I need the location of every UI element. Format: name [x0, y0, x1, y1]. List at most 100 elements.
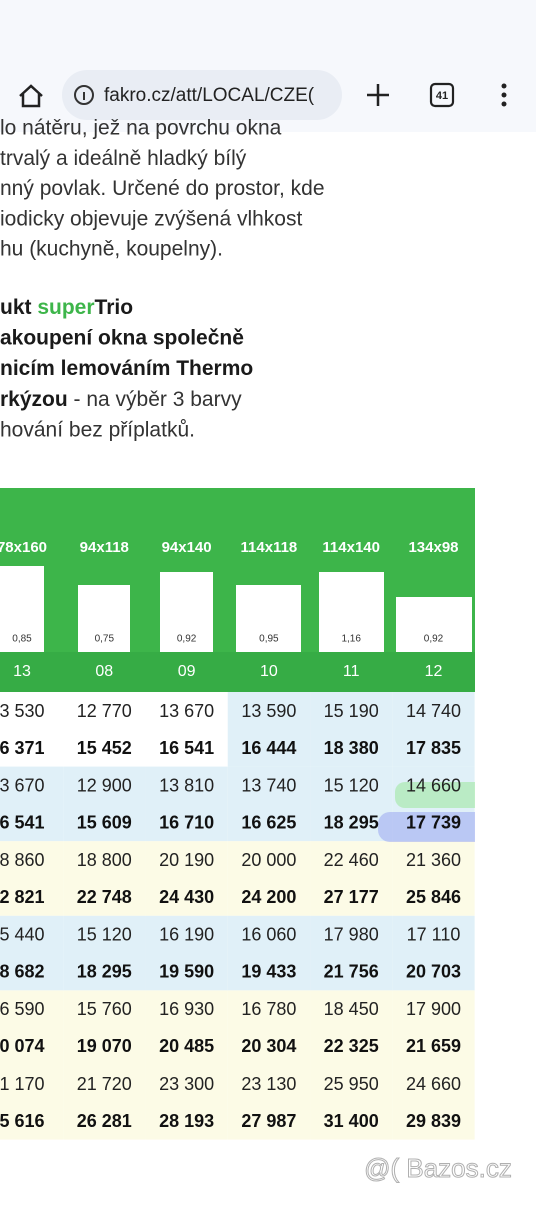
price: 18 450	[324, 999, 379, 1019]
price-vat: 27 987	[241, 1111, 296, 1131]
paragraph-line: iodicky objevuje zvýšená vlhkost	[0, 207, 302, 230]
price-vat: 28 193	[159, 1111, 214, 1131]
menu-button	[501, 101, 507, 107]
size-label: 78x160	[0, 539, 47, 556]
price: 22 460	[324, 850, 379, 870]
price-vat: 29 839	[406, 1111, 461, 1131]
cell-bg	[310, 841, 393, 916]
area-label: 0,92	[177, 634, 197, 645]
price-vat: 16 444	[241, 738, 296, 758]
price: 15 760	[77, 999, 132, 1019]
url-field[interactable]	[62, 70, 342, 120]
size-label: 134x98	[408, 539, 458, 556]
price: 12 770	[77, 701, 132, 721]
size-label: 94x118	[80, 539, 129, 556]
price: 13 810	[159, 775, 214, 795]
window-box	[160, 572, 213, 652]
menu-button	[501, 92, 507, 98]
new-tab-button[interactable]	[367, 84, 389, 106]
cell-bg	[0, 1065, 64, 1140]
price-vat: 16 541	[159, 738, 214, 758]
price-vat: 15 609	[77, 812, 132, 832]
code-label: 12	[425, 663, 443, 680]
window-box	[78, 585, 130, 652]
area-label: 0,92	[424, 634, 444, 645]
cell-bg	[392, 1065, 475, 1140]
paragraph-line: lo nátěru, jež na povrchu okna	[0, 117, 282, 140]
price-vat: 20 304	[241, 1036, 296, 1056]
price-vat: 16 625	[241, 812, 296, 832]
price-vat: 8 682	[0, 962, 45, 982]
cell-bg	[227, 915, 311, 991]
size-label: 114x118	[241, 539, 298, 556]
area-label: 1,16	[341, 634, 361, 645]
price-vat: 17 835	[406, 738, 461, 758]
price: 1 170	[0, 1074, 45, 1094]
price-vat: 19 590	[159, 962, 214, 982]
size-label: 94x140	[162, 539, 212, 556]
code-label: 11	[343, 663, 360, 680]
area-label: 0,75	[95, 634, 115, 645]
price: 23 130	[241, 1074, 296, 1094]
price: 6 590	[0, 999, 45, 1019]
heading-line: akoupení okna společně	[0, 326, 244, 349]
cell-bg	[0, 915, 64, 991]
price: 17 900	[406, 999, 461, 1019]
price-vat: 27 177	[324, 887, 379, 907]
window-box	[236, 585, 301, 652]
cell-bg	[227, 766, 311, 842]
heading-segment: ukt	[0, 296, 37, 319]
paragraph-line: trvalý a ideálně hladký bílý	[0, 147, 247, 170]
url: fakro.cz/att/LOCAL/CZE(	[104, 85, 315, 106]
heading-segment: hování bez příplatků.	[0, 418, 195, 441]
heading-segment: rkýzou	[0, 387, 68, 410]
heading-line: ukt superTrio	[0, 296, 133, 319]
price-vat: 19 070	[77, 1036, 132, 1056]
price: 21 720	[77, 1074, 132, 1094]
heading-segment: nicím lemováním Thermo	[0, 357, 253, 380]
home-button[interactable]	[19, 84, 43, 108]
price: 17 980	[324, 925, 379, 945]
price-vat: 24 200	[241, 887, 296, 907]
price-vat: 0 074	[0, 1036, 45, 1056]
heading-segment: super	[37, 296, 94, 319]
tabs-button[interactable]	[429, 82, 455, 108]
price: 14 660	[406, 775, 461, 795]
price-vat: 2 821	[0, 887, 45, 907]
heading-line: nicím lemováním Thermo	[0, 357, 253, 380]
cell-bg	[63, 915, 146, 991]
price: 18 800	[77, 850, 132, 870]
price-vat: 6 541	[0, 812, 45, 832]
price-vat: 21 756	[324, 962, 379, 982]
price-vat: 20 485	[159, 1036, 214, 1056]
price: 23 300	[159, 1074, 214, 1094]
window-box	[0, 566, 44, 652]
price-vat: 18 295	[324, 812, 379, 832]
cell-bg	[392, 990, 475, 1065]
cell-bg	[392, 915, 475, 991]
cell-bg	[63, 766, 146, 842]
window-box	[319, 572, 384, 652]
menu-button[interactable]	[501, 83, 507, 89]
code-label: 09	[178, 663, 196, 680]
cell-bg	[145, 692, 228, 767]
cell-bg	[310, 915, 393, 991]
price-vat: 22 325	[324, 1036, 379, 1056]
price: 12 900	[77, 775, 132, 795]
price-vat: 26 281	[77, 1111, 132, 1131]
price: 16 780	[241, 999, 296, 1019]
code-label: 10	[260, 663, 278, 680]
price: 20 000	[241, 850, 296, 870]
site-info-icon[interactable]	[74, 85, 94, 105]
price-vat: 24 430	[159, 887, 214, 907]
price: 3 530	[0, 701, 45, 721]
price-vat: 16 710	[159, 812, 214, 832]
cell-bg	[0, 841, 64, 916]
price: 3 670	[0, 775, 45, 795]
cell-bg	[310, 692, 393, 767]
window-box	[396, 597, 472, 652]
heading-line: rkýzou - na výběr 3 barvy	[0, 387, 242, 410]
code-bar	[0, 652, 475, 692]
cell-bg	[145, 990, 228, 1065]
